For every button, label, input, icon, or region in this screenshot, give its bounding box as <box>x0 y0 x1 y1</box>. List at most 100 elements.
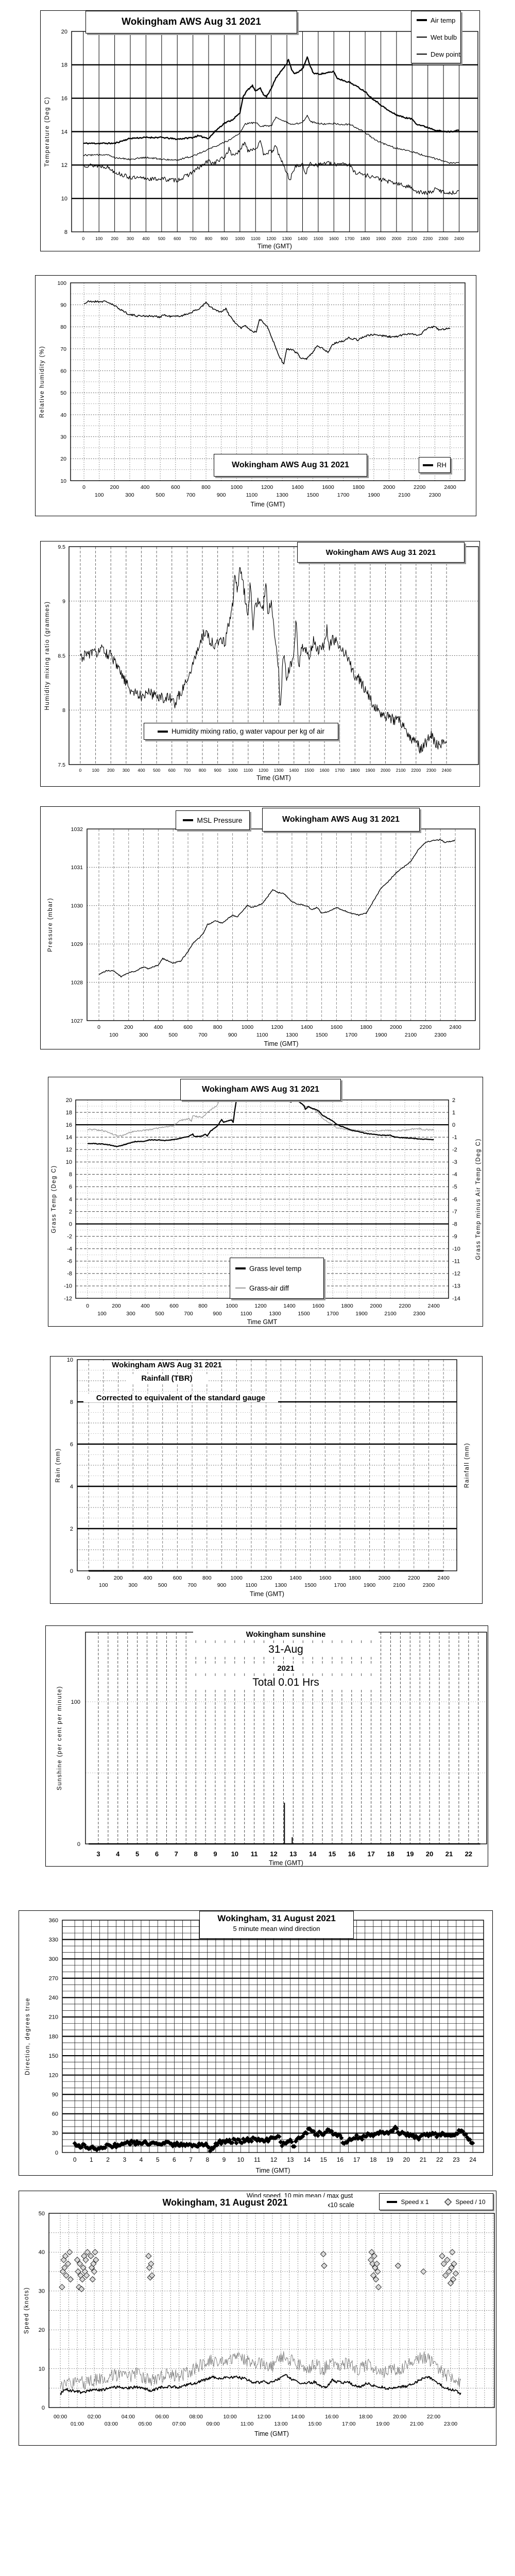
svg-text:1500: 1500 <box>313 236 323 241</box>
svg-text:1300: 1300 <box>275 1582 287 1588</box>
svg-text:100: 100 <box>92 768 99 773</box>
svg-text:60: 60 <box>52 2111 58 2117</box>
svg-text:700: 700 <box>198 1032 208 1038</box>
svg-text:0: 0 <box>73 2156 77 2163</box>
rainfall-y2-axis-title: Rainfall (mm) <box>464 1443 470 1488</box>
svg-text:2: 2 <box>452 1097 455 1104</box>
grass-temperature-x-axis-title: Time GMT <box>247 1318 278 1326</box>
chart-title: Wokingham AWS Aug 31 2021 <box>214 454 367 477</box>
legend-item-msl-pressure: MSL Pressure <box>183 816 243 824</box>
svg-text:10: 10 <box>67 1357 73 1363</box>
svg-text:20: 20 <box>39 2327 45 2333</box>
svg-text:16: 16 <box>61 96 67 102</box>
svg-text:600: 600 <box>183 1024 193 1030</box>
svg-text:30: 30 <box>52 2130 58 2137</box>
svg-text:12: 12 <box>66 1147 72 1153</box>
svg-text:17: 17 <box>353 2156 360 2163</box>
relative-humidity-plot: 0 200 400 600 800 1000 1200 1400 1600 1800 2000 220… <box>39 280 466 508</box>
chart-wind-direction: 0 1 2 3 4 5 6 7 8 9 10 11 12 13 14 15 16 17 18 19 20 21 22 23 24… <box>19 1910 493 2176</box>
svg-text:04:00: 04:00 <box>122 2414 135 2420</box>
svg-text:14: 14 <box>66 1134 72 1141</box>
svg-text:2300: 2300 <box>423 1582 435 1588</box>
series-dew-point <box>83 140 459 195</box>
svg-text:8.5: 8.5 <box>58 653 65 659</box>
svg-text:2400: 2400 <box>444 484 456 490</box>
svg-text:2400: 2400 <box>449 1024 461 1030</box>
temperature-y-axis-title: Temperature (Deg C) <box>44 96 50 167</box>
legend-item-speed-div10: Speed / 10 <box>443 2198 486 2206</box>
msl-pressure-y-gridlines <box>87 867 475 983</box>
svg-text:70: 70 <box>60 346 66 352</box>
svg-text:500: 500 <box>155 1311 164 1317</box>
svg-text:-5: -5 <box>452 1184 457 1190</box>
svg-text:4: 4 <box>69 1196 72 1202</box>
svg-text:20: 20 <box>403 2156 410 2163</box>
svg-text:19: 19 <box>386 2156 393 2163</box>
svg-text:0: 0 <box>82 236 84 241</box>
grass-temp-line-swatch-icon <box>235 1267 246 1269</box>
svg-text:19: 19 <box>406 1850 414 1858</box>
rainfall-note: Corrected to equivalent of the standard … <box>83 1394 278 1402</box>
svg-text:400: 400 <box>143 1575 152 1581</box>
svg-text:1800: 1800 <box>360 236 370 241</box>
humidity-mixing-ratio-y-gridlines <box>69 601 478 710</box>
svg-text:9: 9 <box>62 599 65 605</box>
svg-text:240: 240 <box>49 1995 58 2001</box>
wind-direction-y-gridlines <box>62 1939 484 2134</box>
legend: Grass level temp Grass-air diff <box>230 1258 324 1299</box>
svg-text:1900: 1900 <box>365 768 375 773</box>
svg-text:100: 100 <box>71 1699 80 1705</box>
air-temp-line-swatch-icon <box>417 19 427 21</box>
svg-text:11: 11 <box>251 1850 258 1858</box>
svg-text:1600: 1600 <box>331 1024 343 1030</box>
series-mixing-ratio <box>80 567 447 754</box>
svg-text:-10: -10 <box>452 1246 460 1252</box>
svg-text:-4: -4 <box>452 1172 457 1178</box>
legend-label: Humidity mixing ratio, g water vapour pe… <box>171 727 325 735</box>
svg-text:1700: 1700 <box>337 492 350 498</box>
svg-text:400: 400 <box>141 1303 150 1309</box>
humidity-mixing-ratio-y-tick-labels: 7.5 8 8.5 9 9.5 <box>58 544 65 768</box>
svg-text:07:00: 07:00 <box>173 2421 186 2427</box>
sunshine-x-tick-labels: 3 4 5 6 7 8 9 10 11 12 13 14 15 16 17 18 19 20 21 22 <box>96 1850 472 1858</box>
svg-text:600: 600 <box>171 484 180 490</box>
svg-text:200: 200 <box>112 1303 121 1309</box>
relative-humidity-plot-border <box>70 282 466 481</box>
legend-item-speed-x1: Speed x 1 <box>387 2198 429 2206</box>
svg-text:-3: -3 <box>452 1159 457 1165</box>
msl-pressure-y-axis-title: Pressure (mbar) <box>47 897 54 952</box>
svg-text:13: 13 <box>289 1850 297 1858</box>
grass-air-diff-line-swatch-icon <box>235 1287 246 1289</box>
temperature-x-axis-title: Time (GMT) <box>258 243 292 250</box>
title-text: Wokingham AWS Aug 31 2021 <box>325 548 436 557</box>
svg-text:1100: 1100 <box>246 492 258 498</box>
svg-text:1400: 1400 <box>291 484 304 490</box>
chart-sunshine: 3 4 5 6 7 8 9 10 11 12 13 14 15 16 17 18 19 20 21 22 100 0 Tim… <box>45 1625 488 1867</box>
svg-text:2300: 2300 <box>429 492 441 498</box>
svg-text:2200: 2200 <box>414 484 426 490</box>
svg-text:1300: 1300 <box>269 1311 281 1317</box>
svg-text:14: 14 <box>303 2156 311 2163</box>
svg-text:5: 5 <box>156 2156 160 2163</box>
svg-text:2100: 2100 <box>393 1582 405 1588</box>
msl-pressure-x-gridlines <box>98 829 456 1021</box>
svg-text:1: 1 <box>90 2156 93 2163</box>
svg-text:16: 16 <box>348 1850 355 1858</box>
grass-temperature-x-tick-labels: 0 200 400 600 800 1000 1200 1400 1600 1800 2000 220… <box>86 1303 440 1309</box>
grass-temperature-y2-axis-title: Grass Temp minus Air Temp (Deg C) <box>475 1138 482 1260</box>
chart-relative-humidity: 0 200 400 600 800 1000 1200 1400 1600 1800 2000 220… <box>35 275 476 516</box>
sunshine-plot: 3 4 5 6 7 8 9 10 11 12 13 14 15 16 17 18 19 20 21 221000Tim… <box>57 1632 487 1867</box>
svg-text:2000: 2000 <box>370 1303 382 1309</box>
svg-text:900: 900 <box>217 492 226 498</box>
svg-text:0: 0 <box>452 1122 455 1128</box>
svg-text:1030: 1030 <box>71 903 83 909</box>
svg-text:100: 100 <box>97 1311 107 1317</box>
grass-temperature-x-tick-labels: 100 300 500 700 900 1100 1300 1500 1700 1900 2100 2… <box>97 1311 425 1317</box>
rainfall-subtitle: Rainfall (TBR) <box>126 1374 208 1383</box>
svg-text:300: 300 <box>128 1582 138 1588</box>
svg-text:90: 90 <box>60 302 66 309</box>
legend-label: Air temp <box>431 16 456 24</box>
svg-text:2000: 2000 <box>379 1575 391 1581</box>
svg-text:700: 700 <box>190 236 197 241</box>
